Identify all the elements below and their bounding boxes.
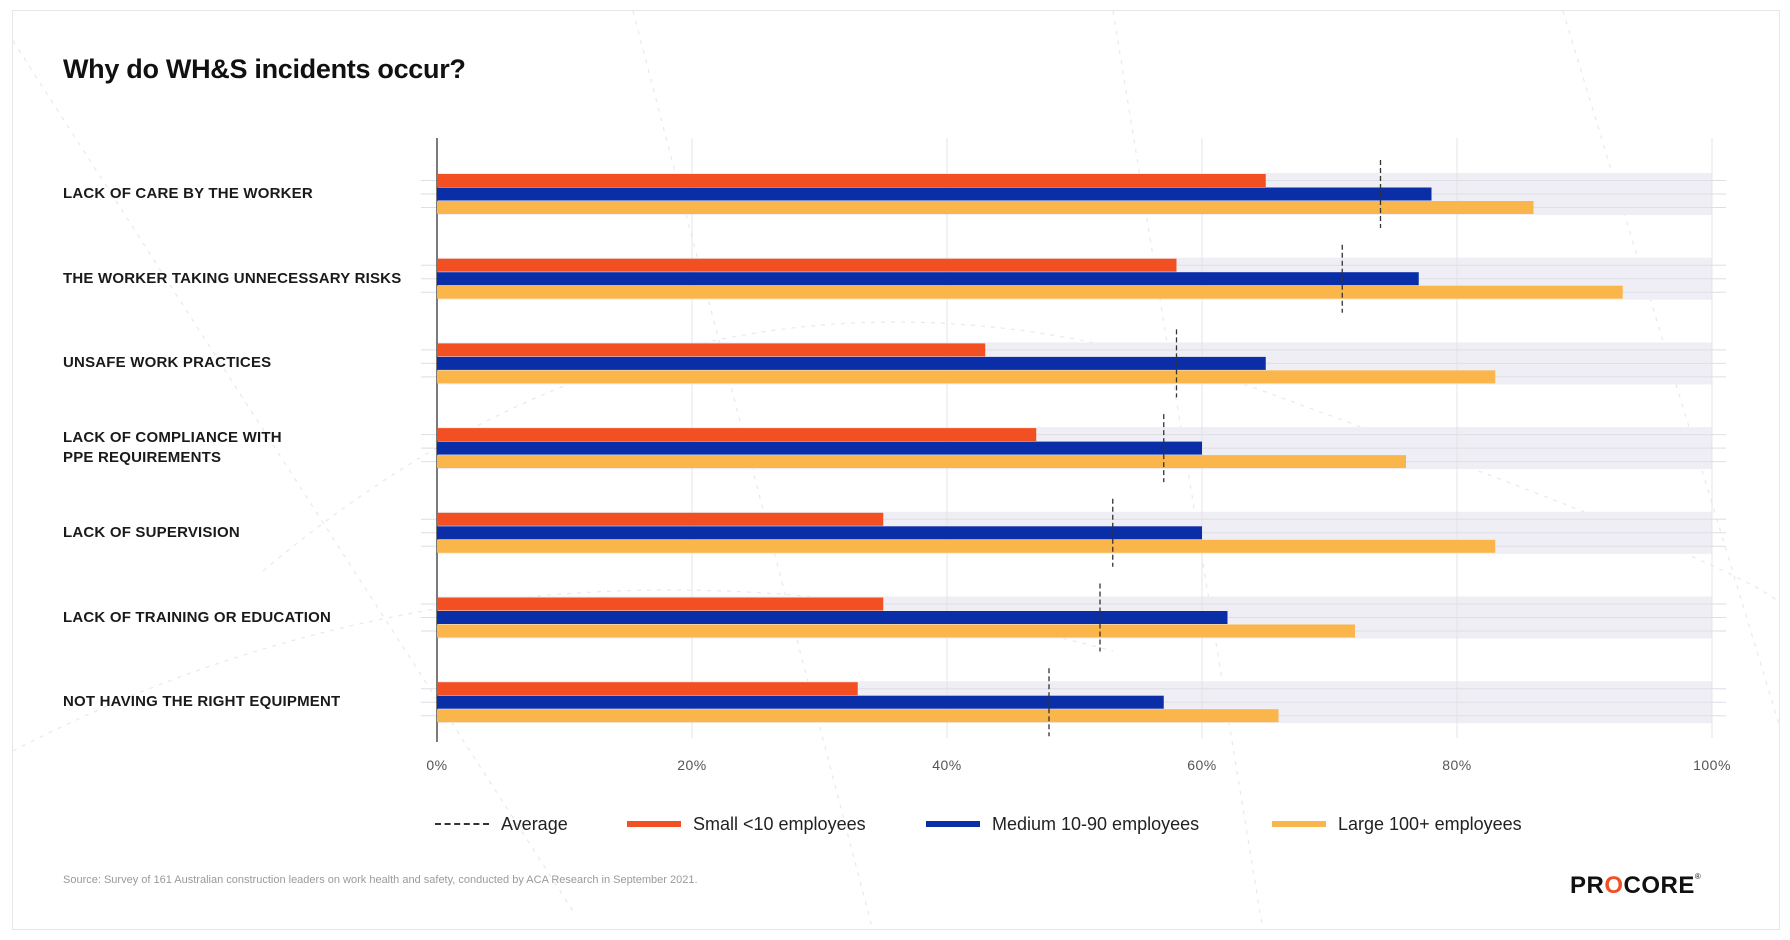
category-label: LACK OF SUPERVISION bbox=[63, 523, 240, 541]
category-label: LACK OF TRAINING OR EDUCATION bbox=[63, 608, 332, 626]
legend-average-label: Average bbox=[501, 813, 568, 834]
small-bar bbox=[437, 512, 884, 526]
small-bar bbox=[437, 597, 884, 611]
large-bar bbox=[437, 285, 1623, 299]
x-tick-label: 20% bbox=[677, 757, 707, 773]
medium-bar bbox=[437, 356, 1266, 370]
category-label: THE WORKER TAKING UNNECESSARY RISKS bbox=[63, 269, 402, 287]
legend-small: Small <10 employees bbox=[627, 812, 866, 836]
source-note: Source: Survey of 161 Australian constru… bbox=[63, 874, 698, 886]
legend-average: Average bbox=[435, 812, 568, 836]
large-swatch bbox=[1272, 821, 1326, 827]
small-bar bbox=[437, 174, 1266, 187]
large-bar bbox=[437, 709, 1279, 723]
category-label: UNSAFE WORK PRACTICES bbox=[63, 354, 272, 372]
x-tick-label: 100% bbox=[1693, 757, 1731, 773]
category-label: LACK OF COMPLIANCE WITH PPE REQUIREMENTS bbox=[63, 429, 282, 467]
x-tick-label: 0% bbox=[426, 757, 447, 773]
category-label: NOT HAVING THE RIGHT EQUIPMENT bbox=[63, 693, 341, 711]
large-bar bbox=[437, 539, 1496, 553]
large-bar bbox=[437, 201, 1534, 214]
medium-bar bbox=[437, 611, 1228, 624]
medium-bar bbox=[437, 526, 1202, 540]
small-bar bbox=[437, 343, 986, 357]
legend-large: Large 100+ employees bbox=[1272, 812, 1522, 836]
category-label: LACK OF CARE BY THE WORKER bbox=[63, 185, 313, 202]
legend-large-label: Large 100+ employees bbox=[1338, 813, 1522, 834]
average-dash-swatch bbox=[435, 823, 489, 825]
procore-logo[interactable]: PROCORE® bbox=[1570, 872, 1702, 899]
bar-chart: 0% 20% 40% 60% 80% 100% bbox=[421, 138, 1731, 773]
small-bar bbox=[437, 682, 858, 696]
medium-bar bbox=[437, 187, 1432, 201]
chart-title: Why do WH&S incidents occur? bbox=[63, 54, 466, 84]
medium-bar bbox=[437, 695, 1164, 709]
small-bar bbox=[437, 428, 1037, 442]
large-bar bbox=[437, 624, 1355, 638]
x-tick-label: 40% bbox=[932, 757, 962, 773]
large-bar bbox=[437, 455, 1406, 469]
small-bar bbox=[437, 258, 1177, 272]
medium-swatch bbox=[926, 821, 980, 827]
large-bar bbox=[437, 370, 1496, 384]
medium-bar bbox=[437, 441, 1202, 455]
small-swatch bbox=[627, 821, 681, 827]
legend-small-label: Small <10 employees bbox=[693, 813, 866, 834]
legend-medium: Medium 10-90 employees bbox=[926, 812, 1199, 836]
x-tick-label: 60% bbox=[1187, 757, 1217, 773]
medium-bar bbox=[437, 272, 1419, 286]
legend-medium-label: Medium 10-90 employees bbox=[992, 813, 1200, 834]
x-tick-label: 80% bbox=[1442, 757, 1472, 773]
